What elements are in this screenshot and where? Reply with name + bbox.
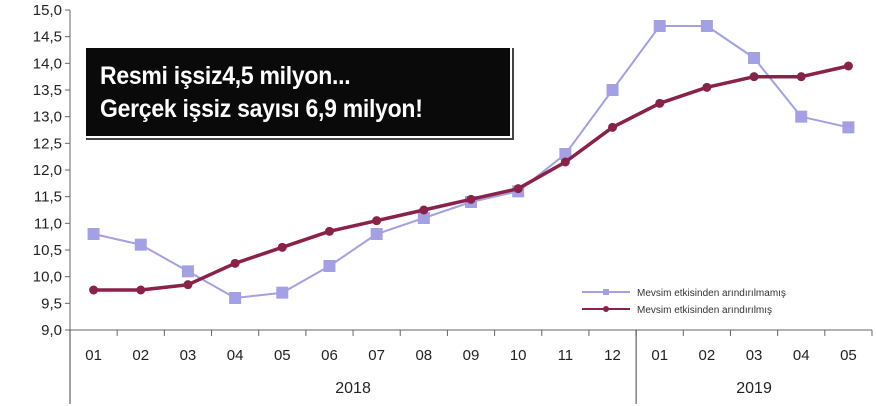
data-point — [700, 20, 713, 32]
headline-line-2: Gerçek işsiz sayısı 6,9 milyon! — [100, 95, 423, 123]
series-layer — [87, 20, 855, 304]
y-tick-label: 9,0 — [41, 322, 62, 339]
data-point — [608, 122, 618, 132]
data-point — [559, 148, 572, 160]
year-label: 2018 — [335, 380, 371, 397]
x-tick-label: 04 — [227, 347, 244, 364]
legend-label: Mevsim etkisinden arındırılmış — [637, 305, 772, 316]
x-tick-label: 06 — [321, 347, 338, 364]
y-tick-label: 13,0 — [33, 109, 62, 126]
x-tick-label: 05 — [274, 347, 291, 364]
y-tick-label: 10,0 — [33, 269, 62, 286]
y-tick-label: 11,0 — [34, 215, 62, 232]
legend: Mevsim etkisinden arındırılmamış Mevsim e… — [582, 288, 786, 316]
data-point — [136, 285, 146, 295]
headline-line-1: Resmi işsiz4,5 milyon... — [100, 62, 351, 90]
data-point — [702, 82, 712, 92]
data-point — [181, 265, 194, 278]
x-tick-label: 01 — [85, 347, 102, 364]
data-point — [749, 72, 759, 82]
legend-marker — [603, 289, 609, 295]
x-tick-label: 07 — [368, 347, 385, 364]
x-tick-label: 03 — [180, 347, 197, 364]
data-point — [89, 285, 99, 295]
y-tick-label: 10,5 — [33, 242, 62, 259]
y-tick-label: 9,5 — [41, 295, 62, 312]
x-tick-label: 09 — [463, 347, 480, 364]
data-point — [653, 20, 666, 32]
x-tick-label: 05 — [840, 347, 857, 364]
x-tick-label: 01 — [651, 347, 668, 364]
legend-marker — [603, 306, 609, 312]
data-point — [795, 110, 808, 123]
data-point — [417, 212, 430, 224]
y-tick-label: 15,0 — [33, 2, 62, 19]
y-tick-label: 11,5 — [34, 189, 62, 206]
data-point — [277, 242, 287, 252]
y-tick-label: 12,0 — [33, 162, 62, 179]
x-axis: 01 02 03 04 05 06 07 08 09 10 11 12 01 02 03 04 05 2018 20… — [69, 329, 873, 404]
x-tick-label: 02 — [699, 347, 716, 364]
data-point — [655, 98, 665, 108]
x-tick-label: 11 — [558, 347, 574, 364]
data-point — [87, 228, 100, 240]
data-point — [323, 260, 336, 272]
data-point — [560, 157, 570, 167]
legend-label: Mevsim etkisinden arındırılmamış — [637, 288, 786, 299]
headline-box: Resmi işsiz4,5 milyon... Gerçek işsiz sa… — [84, 46, 512, 138]
data-point — [372, 216, 382, 226]
data-point — [324, 226, 334, 236]
data-point — [183, 280, 193, 290]
year-label: 2019 — [736, 380, 772, 397]
data-point — [230, 258, 240, 268]
data-point — [276, 286, 289, 299]
x-tick-label: 12 — [604, 347, 621, 364]
data-point — [842, 121, 855, 134]
data-point — [796, 72, 806, 82]
x-tick-label: 02 — [132, 347, 149, 364]
x-tick-label: 03 — [746, 347, 763, 364]
data-point — [748, 52, 761, 64]
data-point — [513, 184, 523, 194]
series-2 — [89, 61, 853, 295]
data-point — [229, 292, 242, 304]
x-tick-label: 10 — [510, 347, 527, 364]
y-tick-label: 13,5 — [33, 82, 62, 99]
data-point — [370, 228, 383, 240]
y-tick-label: 14,5 — [33, 29, 62, 46]
data-point — [843, 61, 853, 71]
y-tick-label: 14,0 — [33, 55, 62, 72]
data-point — [466, 194, 476, 204]
y-axis: 9,0 9,5 10,0 10,5 11,0 11,5 12,0 12,5 13,0 13,5 14… — [33, 2, 71, 339]
data-point — [606, 84, 619, 96]
data-point — [134, 238, 147, 251]
data-point — [419, 205, 429, 215]
x-tick-label: 08 — [415, 347, 432, 364]
y-tick-label: 12,5 — [33, 135, 62, 152]
x-tick-label: 04 — [793, 347, 810, 364]
